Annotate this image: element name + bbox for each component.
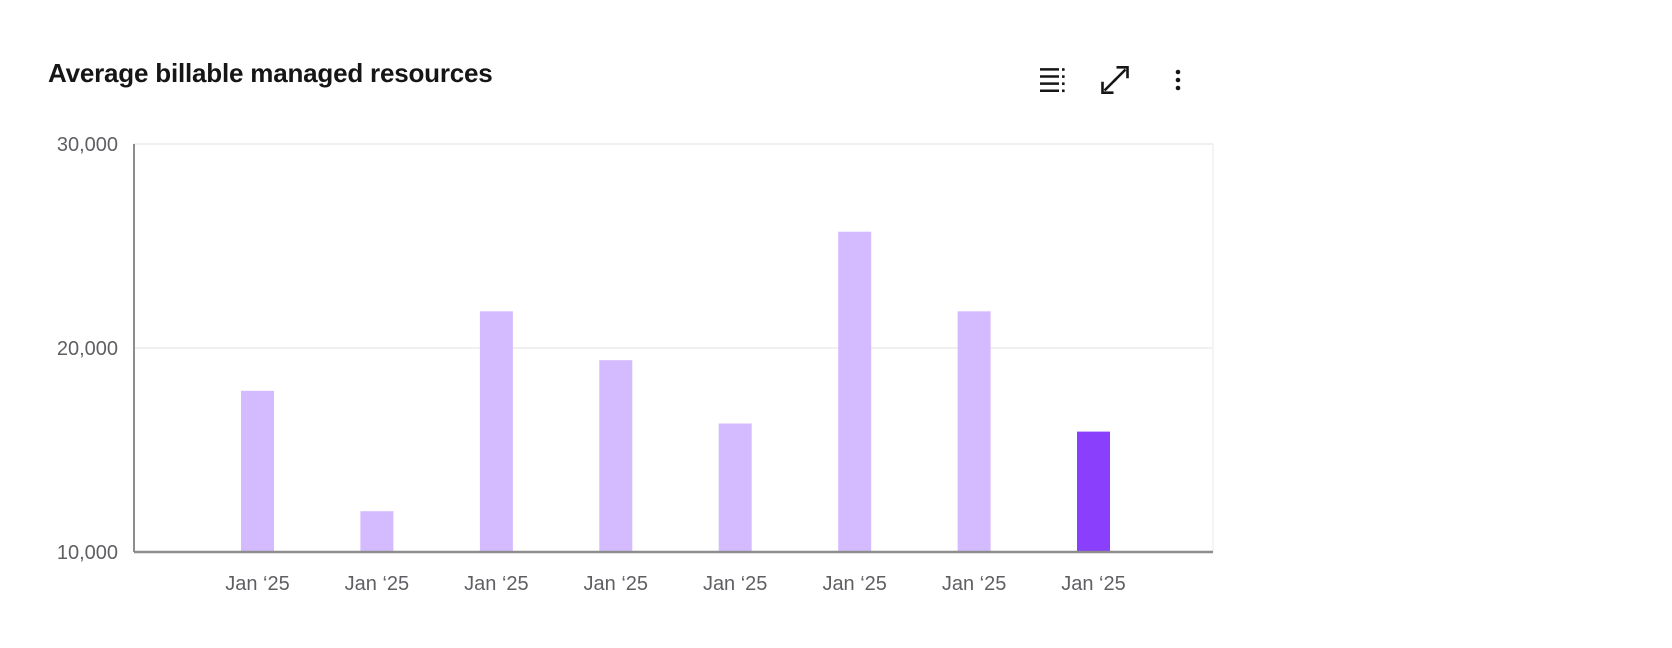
overflow-menu-button[interactable] (1162, 64, 1194, 96)
chart-title: Average billable managed resources (48, 58, 493, 88)
expand-button[interactable] (1099, 64, 1131, 96)
x-tick-label: Jan ‘25 (225, 573, 290, 595)
chart-bar[interactable] (838, 231, 872, 552)
x-tick-label: Jan ‘25 (464, 573, 529, 595)
y-tick-label: 30,000 (57, 134, 118, 156)
chart-toolbar (1036, 64, 1194, 96)
y-tick-label: 20,000 (57, 338, 118, 360)
chart-bar[interactable] (718, 423, 752, 553)
data-table-icon (1039, 67, 1065, 93)
x-tick-label: Jan ‘25 (1061, 573, 1126, 595)
chart-bar[interactable] (957, 311, 991, 552)
x-tick-label: Jan ‘25 (822, 573, 887, 595)
x-tick-label: Jan ‘25 (345, 573, 410, 595)
chart-bar[interactable] (1077, 431, 1110, 552)
chart-bar[interactable] (479, 311, 513, 552)
x-tick-label: Jan ‘25 (942, 573, 1007, 595)
x-tick-label: Jan ‘25 (703, 573, 768, 595)
show-data-table-button[interactable] (1036, 64, 1068, 96)
chart-bar[interactable] (241, 390, 274, 552)
chart-bar[interactable] (360, 511, 394, 552)
x-tick-label: Jan ‘25 (584, 573, 649, 595)
y-tick-label: 10,000 (57, 542, 118, 564)
overflow-menu-icon (1175, 69, 1181, 91)
chart-bar[interactable] (599, 360, 633, 552)
maximize-icon (1099, 63, 1131, 97)
